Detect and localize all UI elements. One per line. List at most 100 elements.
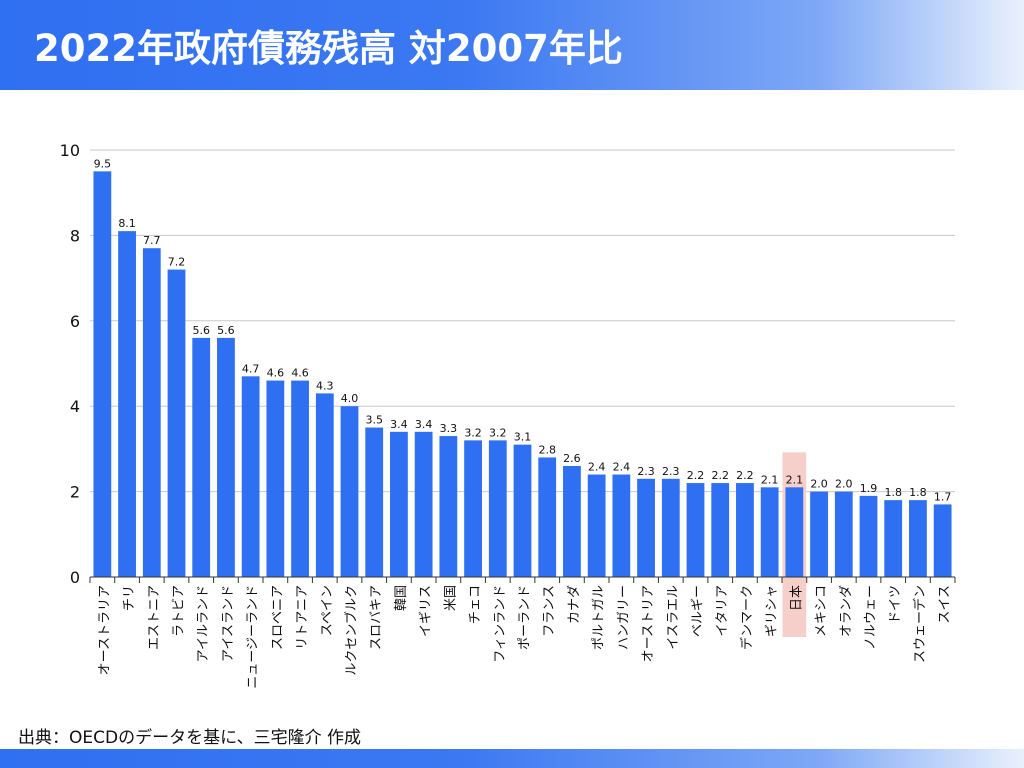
- x-tick-label: 日本: [789, 585, 804, 611]
- bar: [563, 465, 581, 577]
- bar-layer: [93, 171, 952, 577]
- value-label: 3.2: [464, 426, 482, 439]
- x-tick-label: オランダ: [839, 585, 854, 637]
- bar: [340, 406, 359, 577]
- x-tick-label: ポーランド: [518, 585, 533, 650]
- x-tick-label: 米国: [443, 585, 458, 611]
- x-tick-label: リトアニア: [295, 585, 310, 650]
- bar: [118, 231, 136, 577]
- bar: [192, 337, 211, 577]
- x-tick-label: デンマーク: [739, 585, 755, 650]
- value-label: 7.2: [168, 256, 186, 269]
- y-tick-label: 6: [70, 312, 80, 331]
- bar: [488, 440, 507, 577]
- bar: [365, 427, 384, 577]
- x-tick-label: ハンガリー: [616, 585, 631, 650]
- value-label: 3.4: [415, 418, 433, 431]
- value-labels: 9.5 8.1 7.7 7.2 5.6 5.6 4.7 4.6 4.6 4.3 4.0 3.5 3.4 3…: [94, 157, 952, 503]
- value-label: 3.1: [514, 431, 532, 444]
- value-label: 2.8: [538, 443, 556, 456]
- x-tick-label: チェコ: [468, 585, 483, 624]
- axis-layer: [89, 576, 956, 583]
- bar: [464, 440, 482, 577]
- value-label: 9.5: [94, 157, 112, 170]
- value-label: 4.7: [242, 362, 260, 375]
- x-tick-label: イスラエル: [666, 585, 681, 650]
- value-label: 3.4: [390, 418, 408, 431]
- x-tick-label: ドイツ: [888, 585, 903, 624]
- bar: [390, 431, 408, 577]
- x-tick-label: オーストラリア: [97, 585, 112, 675]
- x-tick-label: オーストリア: [641, 585, 656, 662]
- bar: [859, 495, 878, 577]
- value-label: 3.2: [489, 426, 507, 439]
- value-label: 2.2: [736, 469, 754, 482]
- bar: [909, 500, 927, 577]
- bar: [167, 269, 186, 577]
- bar: [513, 444, 532, 577]
- bar: [612, 474, 631, 577]
- value-label: 8.1: [118, 217, 136, 230]
- value-label: 5.6: [192, 324, 210, 337]
- x-tick-label: ラトビア: [172, 585, 187, 637]
- y-tick-label: 10: [60, 141, 80, 160]
- value-label: 4.3: [316, 379, 334, 392]
- x-tick-label: アイルランド: [196, 585, 211, 662]
- value-label: 4.6: [291, 367, 309, 380]
- x-tick-label: フィンランド: [493, 585, 508, 663]
- x-tick-label: スロベニア: [270, 585, 285, 650]
- value-label: 2.4: [613, 461, 631, 474]
- value-label: 3.5: [365, 414, 383, 427]
- value-label: 1.8: [909, 486, 927, 499]
- value-label: 5.6: [217, 324, 235, 337]
- bar: [834, 491, 853, 577]
- footer-bar: [0, 749, 1024, 768]
- x-tick-label: エストニア: [147, 585, 162, 650]
- x-tick-label: カナダ: [567, 585, 582, 624]
- y-tick-labels: 0 2 4 6 8 10: [60, 141, 80, 587]
- value-label: 7.7: [143, 234, 161, 247]
- x-tick-label: イギリス: [419, 585, 434, 637]
- value-label: 2.1: [786, 473, 804, 486]
- title-bar: 2022年政府債務残高 対2007年比: [0, 0, 1024, 90]
- bar: [266, 380, 285, 577]
- bar: [686, 483, 705, 577]
- x-tick-label: スイス: [938, 585, 953, 624]
- bar-chart: 0 2 4 6 8 10 9.5 8.1 7.7 7.2 5.6 5.6 4.7 4.6 4.6 4.3 4.…: [60, 141, 956, 689]
- x-tick-label: スロバキア: [369, 585, 384, 650]
- value-label: 2.2: [711, 469, 729, 482]
- value-label: 2.2: [687, 469, 705, 482]
- x-tick-label: ニュージーランド: [246, 585, 261, 689]
- value-label: 2.1: [761, 473, 779, 486]
- page-title: 2022年政府債務残高 対2007年比: [34, 27, 623, 70]
- bar: [711, 483, 730, 577]
- bar: [142, 248, 161, 577]
- value-label: 2.4: [588, 461, 606, 474]
- bar: [93, 171, 112, 577]
- bar: [587, 474, 606, 577]
- bar: [217, 337, 235, 577]
- value-label: 2.3: [637, 465, 655, 478]
- y-tick-label: 8: [70, 226, 80, 245]
- value-label: 1.8: [884, 486, 902, 499]
- value-label: 2.0: [810, 478, 828, 491]
- value-label: 2.6: [563, 452, 581, 465]
- value-label: 4.6: [267, 367, 285, 380]
- bar: [736, 483, 754, 577]
- value-label: 3.3: [440, 422, 458, 435]
- x-tick-label: ベルギー: [691, 585, 706, 637]
- bar: [785, 487, 804, 577]
- x-tick-label: アイスランド: [221, 585, 236, 662]
- x-tick-label: メキシコ: [814, 585, 829, 637]
- x-tick-label: ポルトガル: [592, 585, 607, 650]
- value-label: 4.0: [341, 392, 359, 405]
- x-tick-label: スペイン: [320, 585, 335, 636]
- chart-area: 0 2 4 6 8 10 9.5 8.1 7.7 7.2 5.6 5.6 4.7 4.6 4.6 4.3 4.…: [0, 90, 1024, 720]
- x-tick-label: イタリア: [715, 585, 730, 636]
- x-tick-label: フランス: [542, 585, 557, 637]
- x-tick-labels: オーストラリア チリ エストニア ラトビア アイルランド アイスランド ニュージーランド スロ…: [97, 585, 952, 689]
- value-label: 2.3: [662, 465, 680, 478]
- value-label: 1.9: [860, 482, 878, 495]
- y-tick-label: 4: [70, 397, 80, 416]
- bar: [414, 431, 433, 577]
